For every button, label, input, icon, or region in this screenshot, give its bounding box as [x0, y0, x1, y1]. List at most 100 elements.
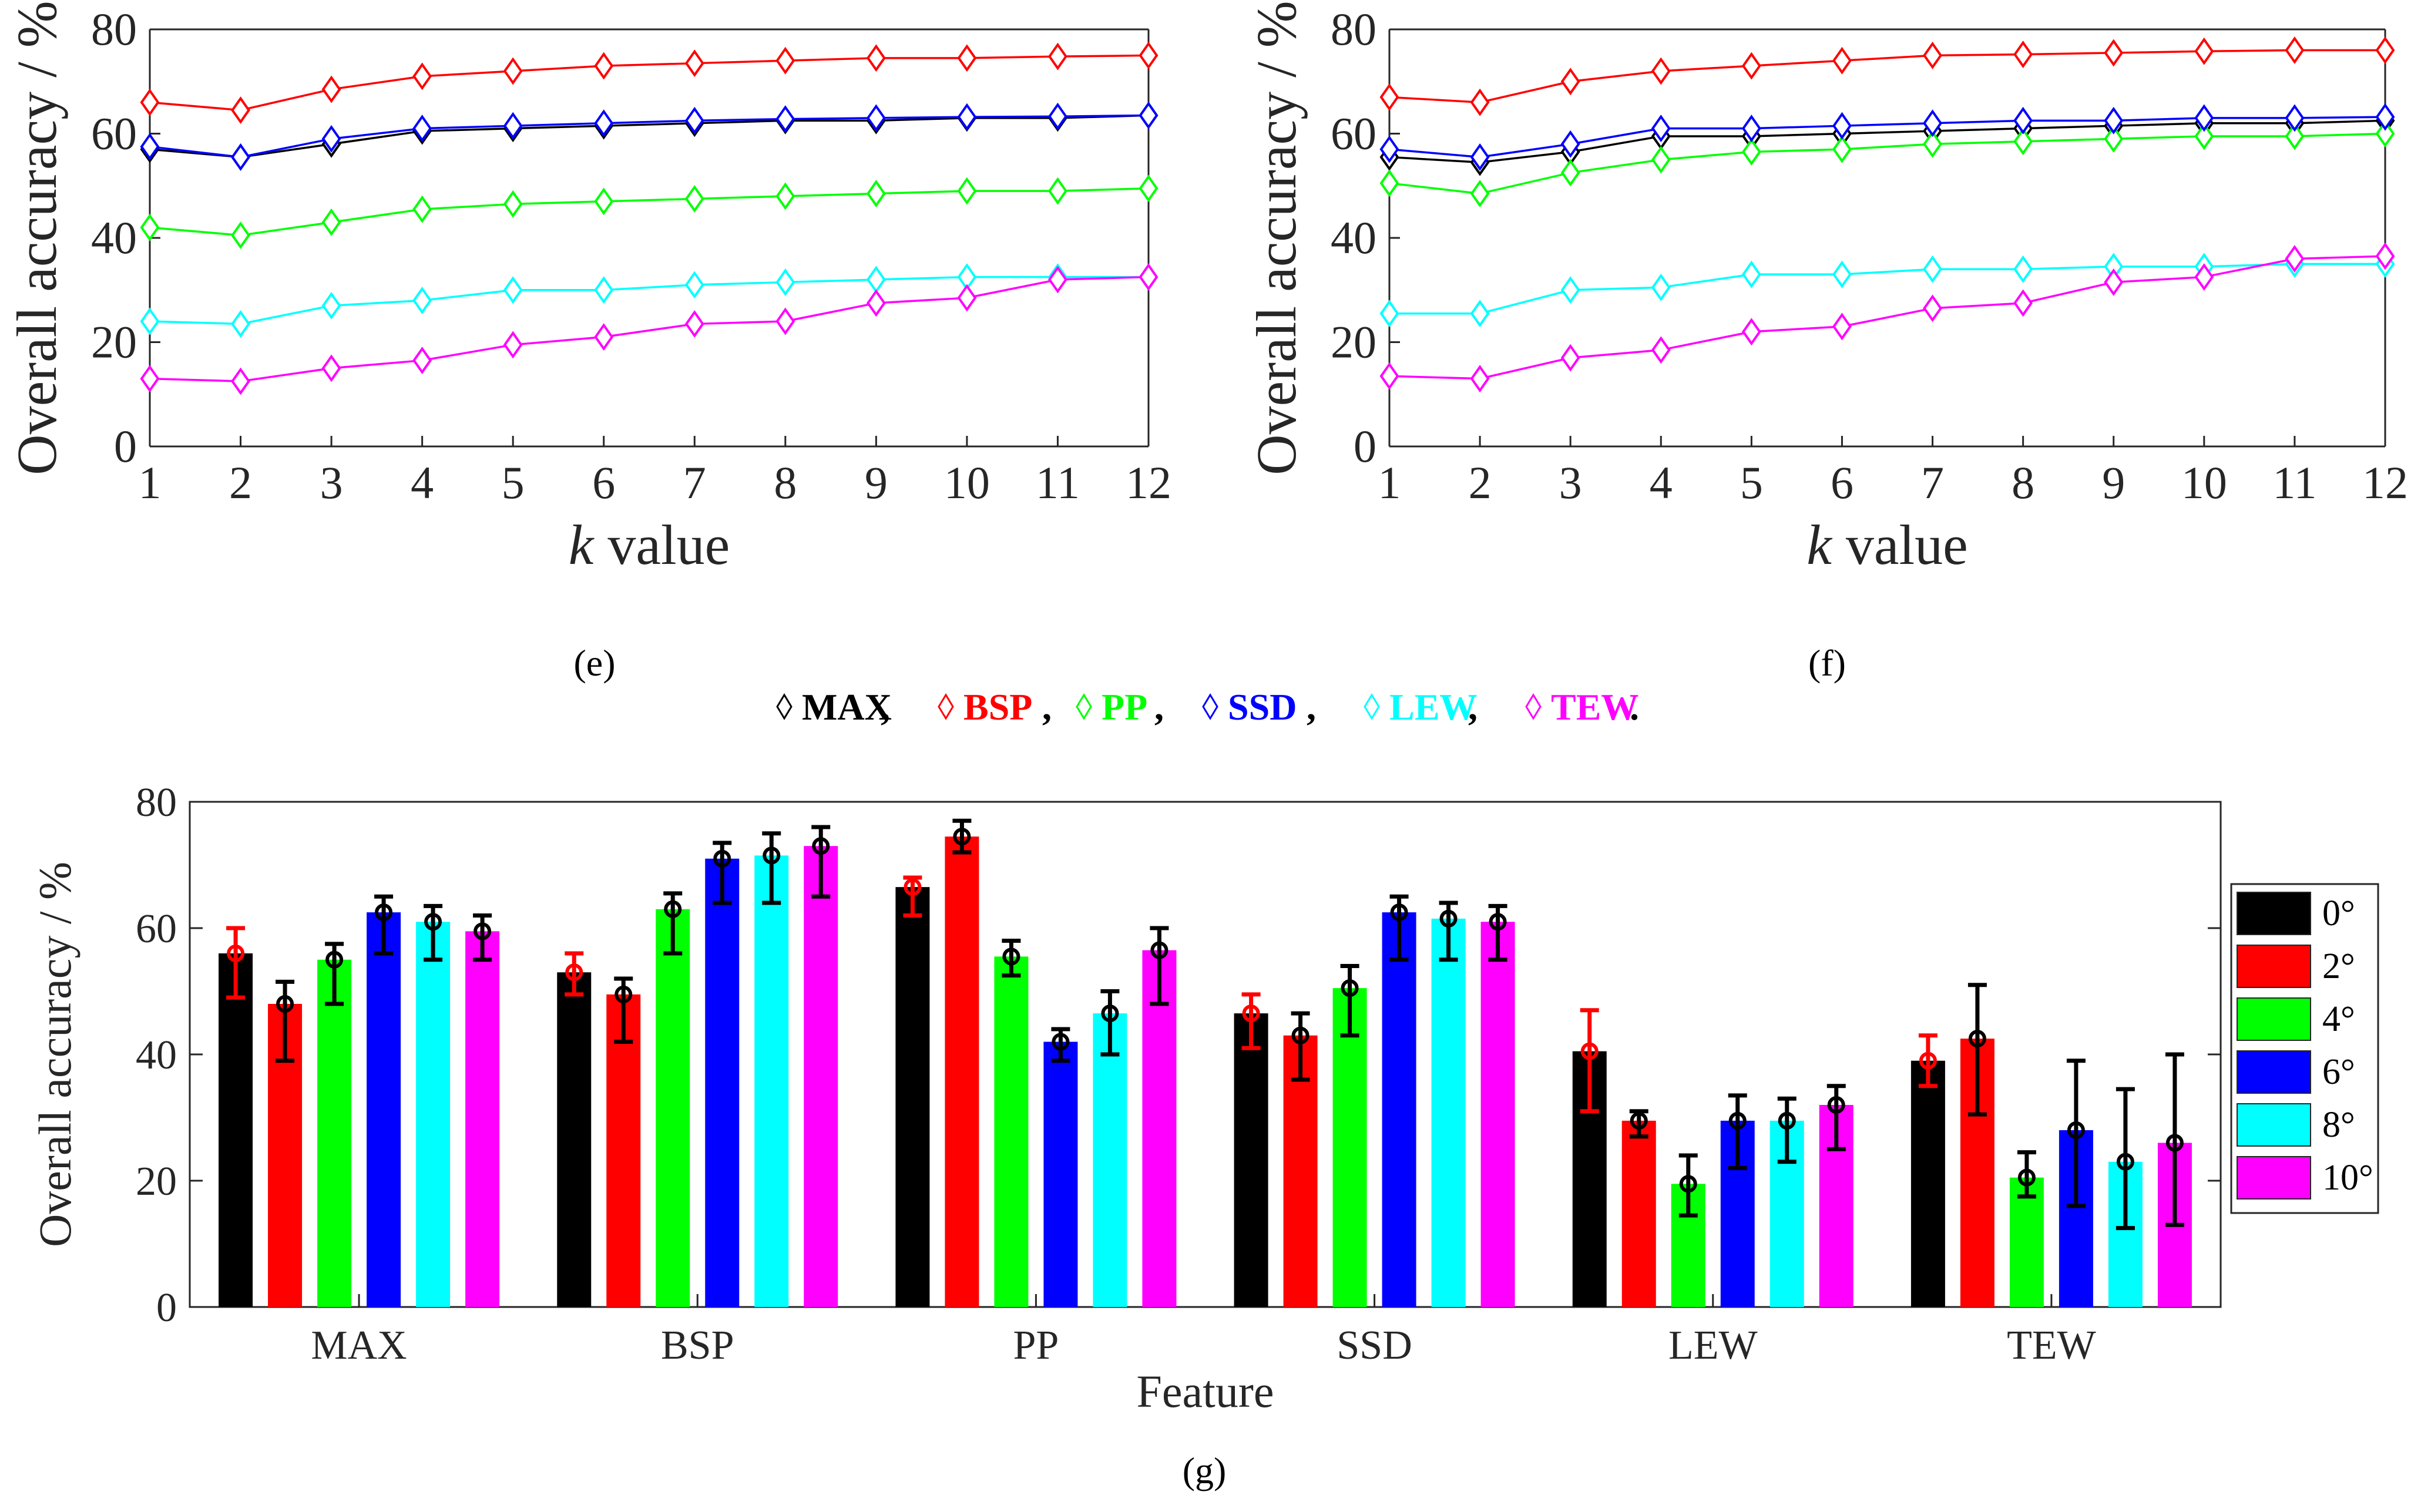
data-point-ssd [412, 115, 432, 143]
legend-label-ssd: SSD [1228, 686, 1297, 728]
mean-marker [2116, 1153, 2134, 1171]
bar-ssd [1431, 918, 1466, 1307]
data-point-lew [140, 307, 160, 335]
data-point-lew [775, 268, 795, 296]
x-tick-label: 6 [592, 457, 615, 508]
data-point-tew [1741, 318, 1761, 346]
data-point-tew [1379, 362, 1399, 390]
data-point-ssd [231, 143, 250, 171]
data-point-tew [1923, 294, 1942, 322]
data-point-ssd [2285, 104, 2305, 132]
bar-bsp [557, 972, 592, 1307]
data-point-ssd [2104, 106, 2124, 135]
mean-marker [1439, 909, 1458, 928]
data-point-lew [866, 266, 886, 294]
legend-separator: , [1307, 686, 1316, 728]
data-point-tew [1651, 336, 1671, 364]
series-line-tew [1389, 255, 2386, 380]
data-point-bsp [2104, 39, 2124, 67]
data-point-lew [1470, 300, 1490, 328]
mean-marker [904, 878, 922, 896]
x-axis-label: k value [1806, 513, 1968, 576]
x-axis-label: Feature [1137, 1366, 1274, 1417]
x-tick-label: 9 [865, 457, 888, 508]
legend-separator: , [1154, 686, 1164, 728]
data-point-pp [412, 195, 432, 223]
legend-separator: , [1042, 686, 1052, 728]
data-point-tew [594, 323, 614, 351]
data-point-tew [231, 367, 250, 395]
data-point-pp [1470, 180, 1490, 208]
mean-marker [1002, 947, 1020, 966]
legend-swatch [2237, 997, 2311, 1041]
y-axis-label: Overall accuracy / % [29, 862, 80, 1247]
bar-ssd [1332, 988, 1367, 1307]
legend-marker [776, 693, 793, 720]
x-axis-label-italic: k [1806, 513, 1833, 576]
data-point-ssd [1560, 130, 1580, 158]
data-point-pp [594, 187, 614, 216]
legend-swatch [2237, 1103, 2311, 1147]
legend-label-lew: LEW [1389, 686, 1477, 728]
x-tick-label: 12 [1126, 457, 1171, 508]
y-axis-label: Overall accuracy / % [1245, 1, 1308, 475]
data-point-ssd [2194, 104, 2214, 132]
series-line-max [149, 114, 1149, 159]
bar-ssd [1480, 922, 1515, 1307]
data-point-lew [684, 271, 704, 299]
data-point-bsp [684, 49, 704, 78]
data-point-ssd [1048, 102, 1067, 130]
legend-marker [1076, 693, 1092, 720]
data-point-lew [1741, 260, 1761, 288]
y-tick-label: 20 [1331, 317, 1376, 368]
mean-marker [812, 837, 830, 855]
panel-label-e: (e) [573, 642, 615, 684]
legend-swatch [2237, 1050, 2311, 1094]
data-point-bsp [1651, 57, 1671, 85]
data-point-ssd [1741, 115, 1761, 143]
data-point-bsp [1139, 41, 1159, 69]
data-point-tew [866, 289, 886, 317]
data-point-bsp [2285, 36, 2305, 64]
mean-marker [1728, 1111, 1747, 1130]
data-point-lew [1923, 255, 1942, 283]
y-tick-label: 0 [156, 1285, 177, 1330]
data-point-tew [1470, 365, 1490, 393]
mean-marker [565, 963, 583, 982]
legend-label-tew: TEW [1551, 686, 1638, 728]
data-point-lew [1560, 276, 1580, 304]
x-tick-label: 5 [502, 457, 525, 508]
legend-marker [1202, 693, 1218, 720]
mean-marker [1919, 1051, 1937, 1070]
x-tick-label: 2 [1469, 457, 1492, 508]
y-tick-label: 0 [114, 421, 137, 472]
legend-label-3: 6° [2322, 1052, 2355, 1092]
series-line-bsp [1389, 49, 2385, 104]
bar-tew [1910, 1060, 1945, 1307]
data-point-tew [140, 365, 160, 393]
bar-bsp [804, 846, 838, 1307]
x-tick-label-pp: PP [1013, 1323, 1059, 1368]
data-point-pp [866, 180, 886, 208]
mean-marker [1778, 1111, 1796, 1130]
data-point-pp [2375, 120, 2395, 147]
legend-label-pp: PP [1102, 686, 1147, 728]
data-point-pp [2013, 127, 2033, 156]
y-tick-label: 60 [136, 906, 177, 952]
data-point-tew [2104, 268, 2124, 296]
x-tick-label: 10 [944, 457, 990, 508]
data-point-ssd [1470, 143, 1490, 171]
x-axis-label-rest: value [1832, 513, 1968, 576]
data-point-pp [684, 184, 704, 213]
data-point-bsp [775, 46, 795, 75]
data-point-tew [2013, 289, 2033, 317]
data-point-pp [231, 221, 250, 250]
mean-marker [2017, 1168, 2036, 1187]
y-tick-label: 40 [91, 212, 137, 263]
y-tick-label: 20 [136, 1159, 177, 1204]
data-point-pp [2104, 125, 2124, 153]
mean-marker [763, 846, 781, 865]
